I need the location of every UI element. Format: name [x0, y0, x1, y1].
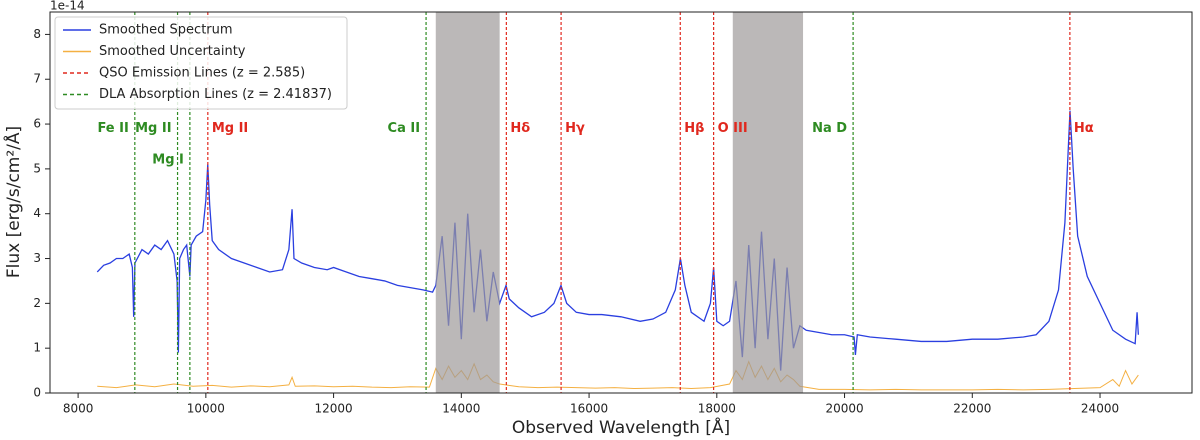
y-tick-label: 6	[33, 117, 41, 131]
legend-label: QSO Emission Lines (z = 2.585)	[99, 66, 305, 81]
x-tick-label: 22000	[953, 402, 991, 416]
line-label: Ca II	[388, 121, 421, 136]
y-tick-label: 0	[33, 386, 41, 400]
x-tick-label: 20000	[825, 402, 863, 416]
series-line	[97, 360, 1139, 391]
y-axis-label: Flux [erg/s/cm²/Å]	[2, 126, 24, 278]
line-label: Fe II	[97, 121, 128, 136]
line-label: Hγ	[565, 121, 585, 136]
y-tick-label: 5	[33, 161, 41, 175]
line-label: Hβ	[684, 121, 704, 136]
y-tick-label: 1	[33, 341, 41, 355]
shaded-region	[435, 12, 500, 393]
y-tick-label: 2	[33, 296, 41, 310]
line-label: Mg II	[135, 121, 171, 136]
legend-box	[54, 16, 348, 110]
line-label: Mg I	[152, 152, 184, 167]
line-label: Hδ	[510, 121, 530, 136]
line-label: O III	[718, 121, 748, 136]
x-tick-label: 8000	[63, 402, 94, 416]
x-tick-label: 18000	[698, 402, 736, 416]
legend-label: Smoothed Uncertainty	[99, 44, 246, 59]
x-tick-label: 14000	[442, 402, 480, 416]
series-line	[96, 110, 1139, 371]
line-label: Na D	[812, 121, 847, 136]
y-tick-label: 3	[33, 251, 41, 265]
y-tick-label: 8	[33, 27, 41, 41]
plot	[96, 12, 1139, 393]
x-axis-label: Observed Wavelength [Å]	[512, 416, 730, 438]
legend-label: DLA Absorption Lines (z = 2.41837)	[99, 87, 332, 102]
y-offset-label: 1e-14	[50, 0, 85, 13]
y-tick-label: 7	[33, 72, 41, 86]
shaded-region	[732, 12, 804, 393]
x-tick-label: 10000	[187, 402, 225, 416]
y-tick-label: 4	[33, 206, 41, 220]
legend-label: Smoothed Spectrum	[99, 23, 233, 38]
plot-frame	[49, 11, 1193, 394]
line-label: Mg II	[212, 121, 248, 136]
x-tick-label: 24000	[1081, 402, 1119, 416]
line-label: Hα	[1074, 121, 1094, 136]
x-tick-label: 12000	[314, 402, 352, 416]
x-tick-label: 16000	[570, 402, 608, 416]
